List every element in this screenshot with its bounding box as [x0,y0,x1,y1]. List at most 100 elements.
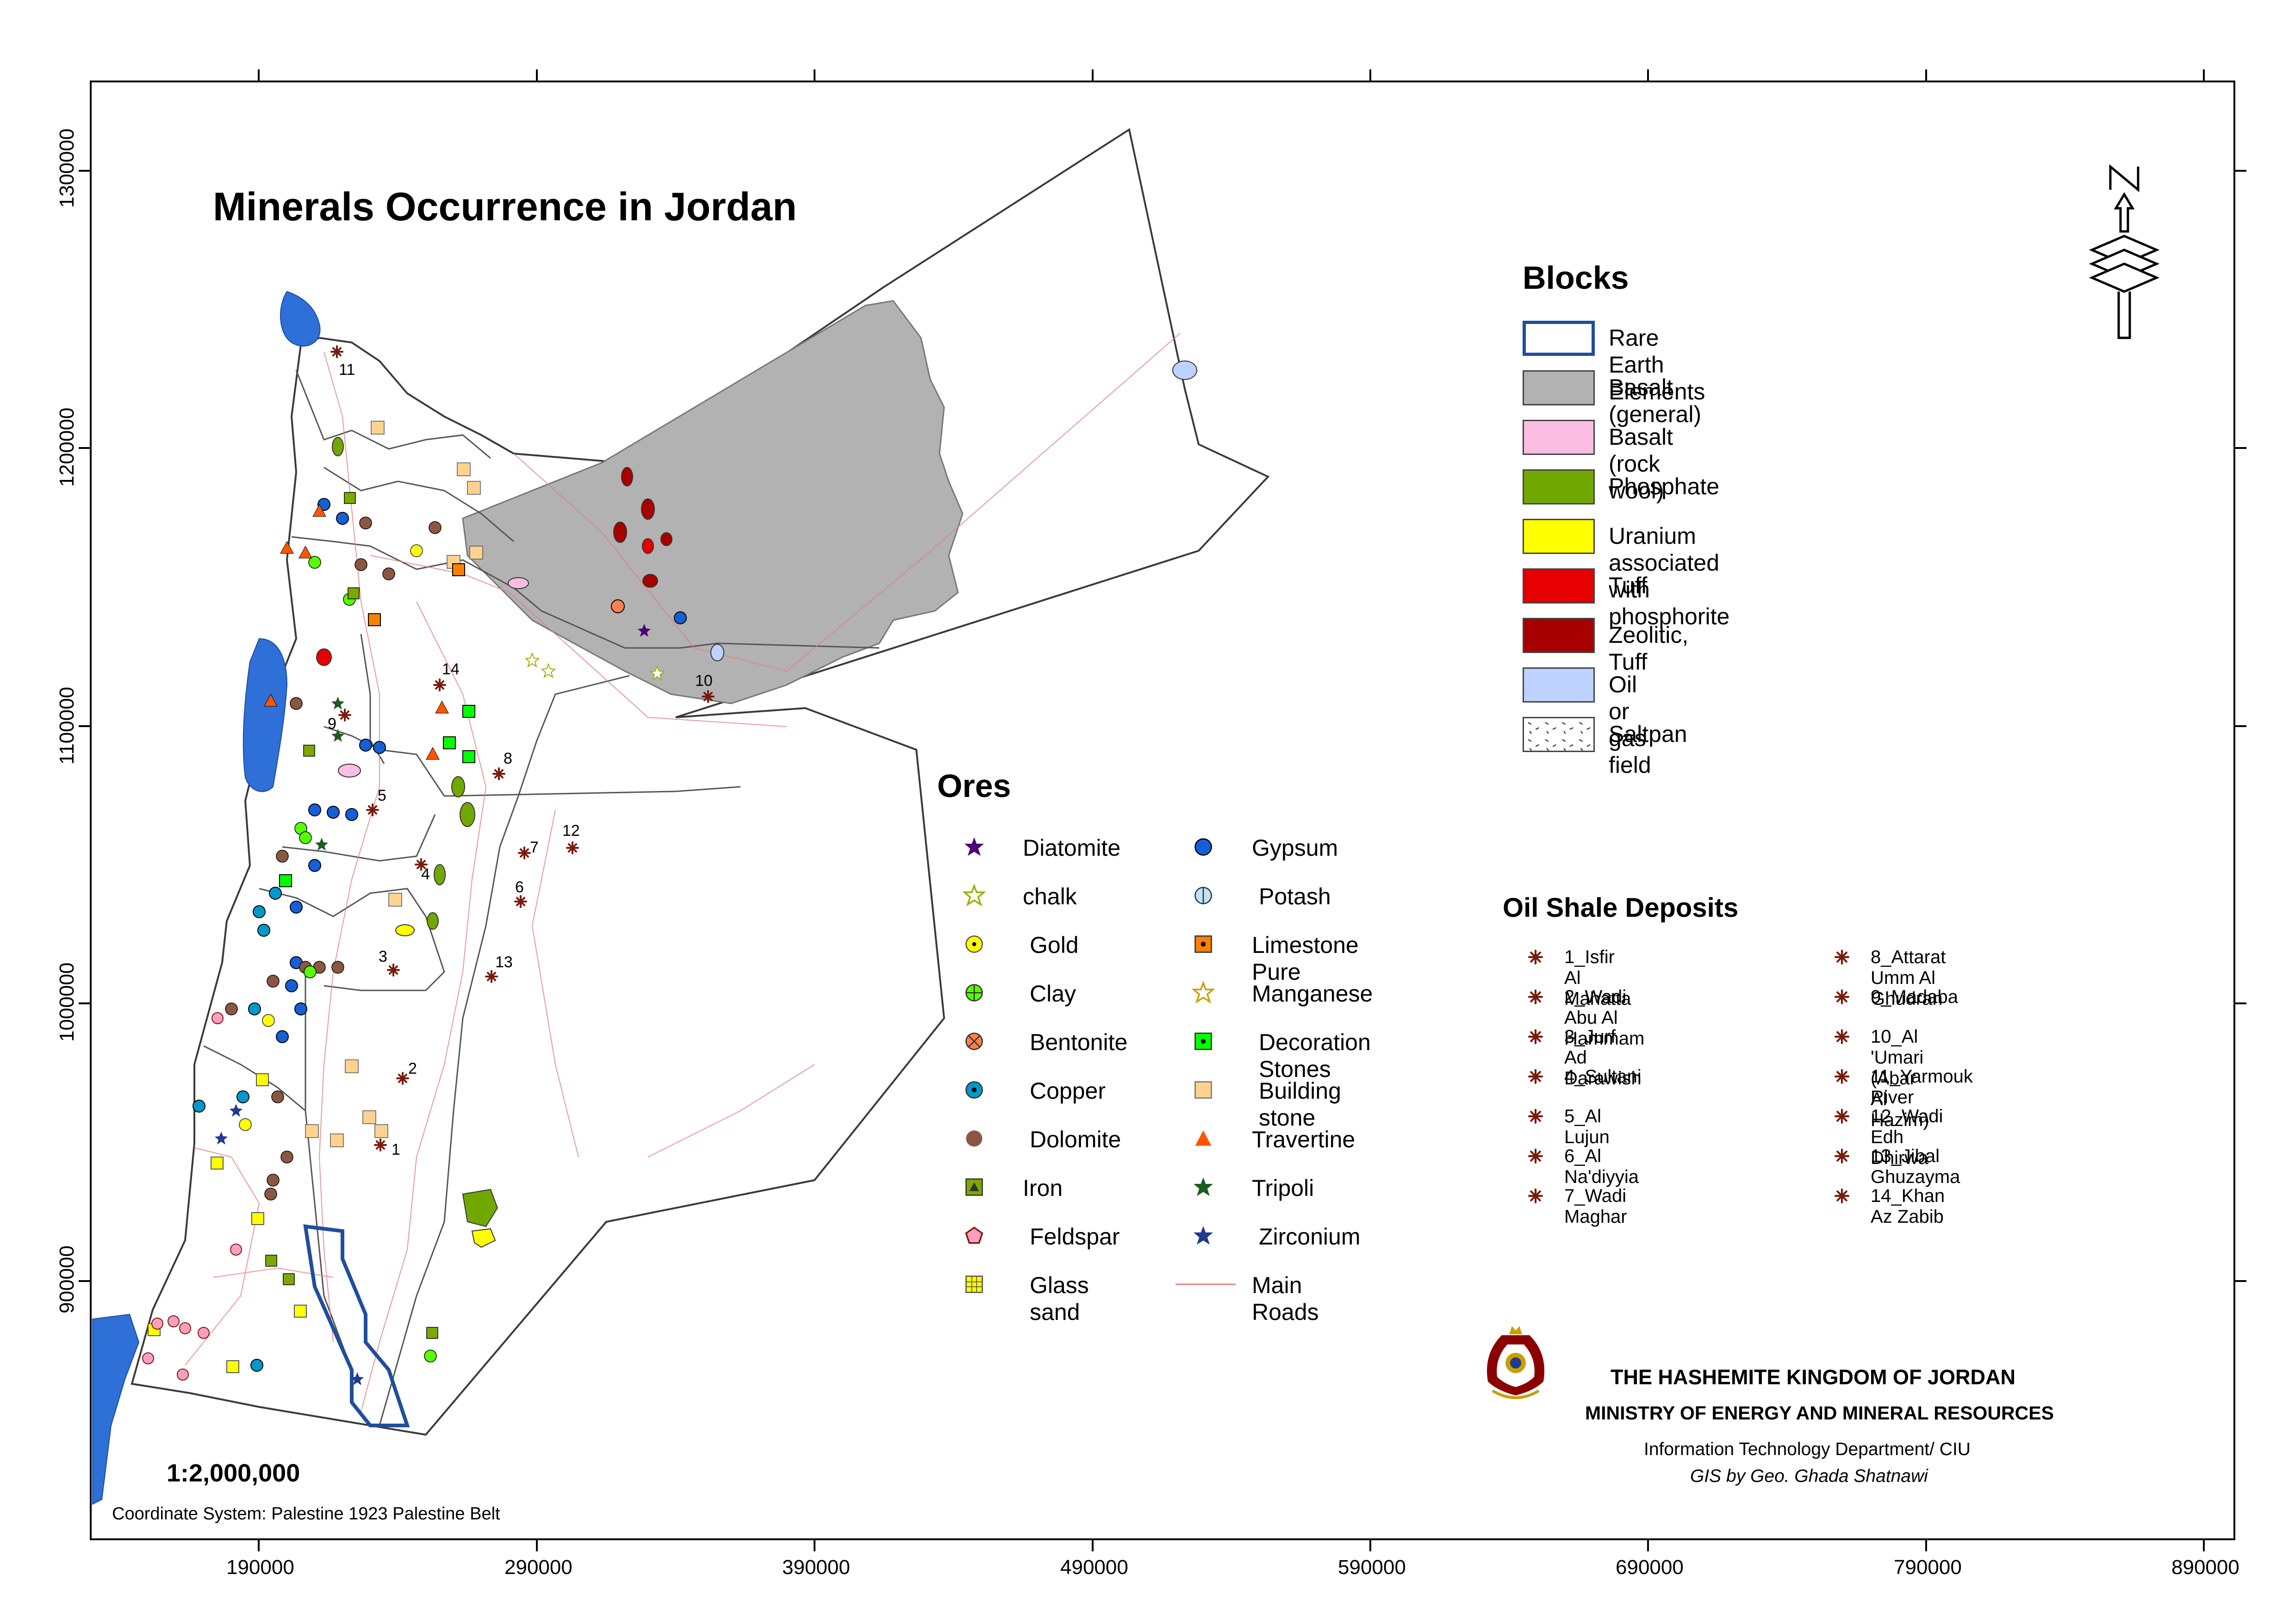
map-label-13: 13 [495,953,513,971]
credit-author: GIS by Geo. Ghada Shatnawi [1690,1466,1928,1486]
map-label-3: 3 [379,948,387,965]
legend-label: Tripoli [1252,1175,1314,1201]
legend-label: 7_Wadi Maghar [1564,1186,1627,1227]
ores-legend-heading: Ores [937,768,1011,804]
legend-label: Manganese [1252,981,1373,1007]
legend-label: Limestone Pure [1252,932,1359,985]
jordan-outline [131,128,1270,1436]
legend-label: Tuff [1609,572,1648,598]
legend-label: Zeolitic, Tuff [1609,622,1689,675]
asterisk-icon [1834,1188,1850,1204]
credit-department: Information Technology Department/ CIU [1644,1439,1971,1459]
coordinate-system: Coordinate System: Palestine 1923 Palest… [112,1504,500,1524]
asterisk-icon [1528,1188,1543,1204]
dot-circle-icon [965,935,983,953]
legend-label: Saltpan [1609,721,1687,747]
oil-gas-field [710,644,724,661]
legend-label: Zirconium [1259,1224,1361,1250]
legend-label: Glass sand [1030,1272,1089,1325]
legend-label: Dolomite [1030,1126,1121,1152]
legend-label: 3_Jurf Ad Darawish [1564,1027,1642,1089]
block-patches [316,437,672,1248]
legend-label: 11_Yarmouk River [1871,1066,1973,1108]
legend-label: Feldspar [1030,1224,1120,1250]
x-tick-label: 190000 [226,1556,294,1579]
asterisk-icon [1528,1108,1543,1124]
map-label-10: 10 [695,672,713,690]
road-line-icon [1175,1283,1236,1285]
map-frame [90,81,2235,1540]
legend-label: 2_Wadi Abu Al Hammam [1564,987,1645,1049]
coat-of-arms-icon [1487,1326,1544,1399]
dot-square-icon [1194,1033,1212,1050]
legend-label: Diatomite [1023,835,1121,861]
legend-label: Main Roads [1252,1272,1319,1325]
square-icon [1194,1081,1212,1099]
star-outline-icon [962,884,986,907]
asterisk-icon [1834,1029,1850,1045]
legend-label: Phosphate [1609,473,1720,499]
saltpan-swatch-icon [1523,717,1595,752]
oil-shale-legend-heading: Oil Shale Deposits [1503,893,1739,923]
y-tick-label: 1100000 [56,686,78,765]
legend-swatch [1523,667,1595,703]
y-tick-label: 1200000 [56,407,78,487]
asterisk-icon [1528,949,1543,965]
triangle-icon [1195,1130,1212,1146]
map-label-7: 7 [530,839,539,856]
blocks-legend-heading: Blocks [1523,260,1629,296]
legend-swatch [1523,370,1595,405]
legend-label: Gypsum [1252,835,1338,861]
legend-label: 4_Sultani [1564,1066,1642,1087]
map-label-4: 4 [421,865,430,883]
legend-swatch [1523,321,1595,356]
map-label-9: 9 [328,715,336,733]
credit-kingdom: THE HASHEMITE KINGDOM OF JORDAN [1611,1365,2016,1389]
legend-label: 5_Al Lujun [1564,1106,1610,1147]
oil-gas-field [1172,361,1197,380]
legend-label: Iron [1023,1175,1063,1201]
basalt-block [462,300,964,704]
map-label-8: 8 [504,750,512,767]
asterisk-icon [1528,1029,1543,1045]
legend-label: Bentonite [1030,1029,1128,1055]
map-label-14: 14 [442,660,460,678]
legend-label: Building stone [1259,1078,1341,1131]
legend-swatch [1523,568,1595,604]
map-label-2: 2 [408,1060,417,1077]
y-tick-label: 1000000 [56,962,78,1042]
legend-label: 8_Attarat Umm Al Ghudran [1871,947,1946,1009]
asterisk-icon [1834,1069,1850,1084]
legend-label: Gold [1030,932,1079,958]
dot-square-icon [1194,935,1212,953]
legend-label: Clay [1030,981,1076,1007]
star-icon [1194,1226,1213,1245]
legend-label: Basalt (rock wool) [1609,424,1673,504]
half-circle-icon [1194,887,1212,904]
legend-label: 1_Isfir Al Mahatta [1564,947,1631,1009]
water-bodies [92,291,321,1505]
rare-earth-block [303,1224,410,1427]
legend-label: Decoration Stones [1259,1029,1371,1082]
legend-label: 6_Al Na'diyyia [1564,1146,1639,1187]
legend-label: Potash [1259,884,1331,909]
legend-label: 12_Wadi Edh Dhirwa [1871,1106,1943,1168]
legend-label: 14_Khan Az Zabib [1871,1186,1945,1227]
map-label-11: 11 [339,361,355,379]
asterisk-icon [1834,949,1850,965]
axis-ticks [79,69,2246,1551]
map-title: Minerals Occurrence in Jordan [213,185,797,229]
star-outline-icon [1191,981,1215,1004]
map-scale: 1:2,000,000 [167,1459,300,1487]
asterisk-icon [1528,1148,1543,1164]
legend-label: Rare Earth Elements [1609,325,1705,404]
x-tick-label: 690000 [1616,1556,1684,1579]
x-tick-label: 290000 [504,1556,572,1579]
asterisk-icon [1834,1108,1850,1124]
legend-label: Travertine [1252,1126,1356,1152]
triangle-square-icon [965,1178,983,1196]
legend-swatch [1523,618,1595,653]
x-circle-icon [965,1033,983,1050]
north-arrow-icon [2089,164,2160,339]
